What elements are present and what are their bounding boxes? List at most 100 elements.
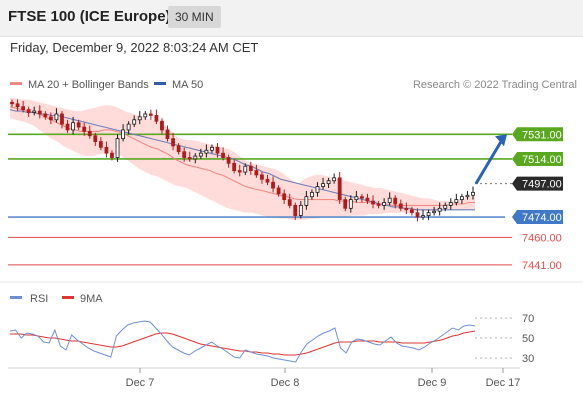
rsi-panel: 70 50 30	[9, 313, 534, 365]
candle-body	[32, 110, 37, 113]
candle-body	[326, 180, 331, 185]
level-label-7441.00: 7441.00	[522, 260, 562, 272]
rsi-line	[9, 320, 476, 363]
candle-body	[293, 205, 298, 216]
rsi-tick-label-70: 70	[522, 313, 534, 325]
candle-body	[443, 205, 448, 209]
candle-body	[115, 138, 120, 158]
candle-body	[132, 119, 137, 125]
level-labels: 7531.00 7514.00 7497.00 7474.00 7460.00 7441.…	[474, 127, 563, 272]
candle-body	[71, 122, 75, 131]
level-label-7474.00: 7474.00	[522, 212, 562, 224]
x-axis: Dec 7 Dec 8 Dec 9 Dec 17	[126, 368, 521, 389]
candle-body	[271, 181, 275, 189]
candle-body	[65, 123, 70, 131]
candle-body	[137, 116, 142, 121]
candle-body	[26, 109, 31, 113]
candle-body	[15, 103, 20, 108]
candle-body	[354, 196, 359, 201]
candle-body	[276, 187, 281, 195]
candle-body	[410, 209, 414, 214]
candle-body	[415, 212, 420, 218]
legend-swatch-rsi	[10, 296, 22, 299]
candle-body	[337, 177, 342, 201]
x-tick-label: Dec 7	[126, 377, 155, 389]
level-tag-7531.00	[512, 127, 563, 142]
level-tag-7474.00	[512, 210, 563, 225]
candle-body	[437, 207, 442, 212]
instrument-title: FTSE 100 (ICE Europe)	[8, 8, 171, 25]
candle-body	[404, 207, 409, 211]
candle-body	[98, 141, 103, 148]
rsi-ma-line	[10, 330, 476, 356]
candle-body	[82, 126, 87, 132]
candle-body	[110, 152, 114, 158]
level-tag-7514.00	[512, 151, 563, 166]
candle-body	[226, 157, 231, 164]
level-label-7497.00: 7497.00	[522, 179, 562, 191]
candle-body	[376, 203, 381, 206]
ma50-line	[9, 109, 475, 211]
x-tick-label: Dec 9	[418, 377, 447, 389]
candle-body	[421, 215, 425, 218]
candle-body	[304, 196, 309, 206]
level-label-7531.00: 7531.00	[522, 129, 562, 141]
candle-body	[459, 196, 464, 201]
ma20-line	[9, 106, 475, 206]
level-label-7514.00: 7514.00	[522, 154, 562, 166]
candle-body	[243, 165, 248, 173]
candle-body	[432, 210, 437, 214]
legend-swatch-9ma	[62, 296, 74, 299]
candle-body	[298, 205, 303, 216]
moving-averages	[9, 106, 475, 211]
candle-body	[126, 123, 131, 131]
candle-body	[282, 193, 287, 201]
legend-swatch-ma20	[10, 82, 22, 85]
legend-label-rsi: RSI	[30, 293, 48, 305]
candle-body	[193, 155, 198, 160]
candle-body	[198, 152, 203, 157]
level-tag-7497.00	[512, 176, 563, 191]
legend-swatch-ma50	[154, 82, 166, 85]
legend-label-ma20: MA 20 + Bollinger Bands	[28, 79, 149, 91]
candle-body	[48, 116, 53, 121]
rsi-tick-label-30: 30	[522, 353, 534, 365]
candle-body	[87, 130, 92, 137]
candle-body	[171, 138, 175, 147]
candle-body	[237, 170, 242, 173]
candle-body	[471, 191, 475, 196]
candle-body	[121, 129, 125, 140]
candle-body	[143, 113, 148, 118]
candle-body	[160, 120, 164, 131]
candle-body	[43, 113, 48, 118]
candle-body	[54, 113, 59, 121]
candle-body	[315, 186, 320, 193]
candle-body	[360, 196, 364, 199]
candle-body	[93, 135, 98, 142]
candle-body	[37, 110, 42, 115]
candle-body	[215, 146, 220, 154]
legend-label-9ma: 9MA	[80, 293, 103, 305]
candle-body	[104, 146, 109, 154]
rsi-tick-label-50: 50	[522, 333, 534, 345]
candle-body	[10, 101, 14, 105]
timeframe-badge[interactable]: 30 MIN	[168, 6, 221, 28]
level-label-7460.00: 7460.00	[522, 232, 562, 244]
x-tick-label: Dec 17	[486, 377, 521, 389]
x-tick-label: Dec 8	[271, 377, 300, 389]
forecast-arrow-head	[495, 134, 507, 147]
candle-body	[465, 194, 470, 198]
candle-body	[371, 200, 375, 205]
chart-header: FTSE 100 (ICE Europe) 30 MIN	[0, 0, 583, 37]
candle-body	[393, 197, 398, 205]
candle-body	[287, 199, 292, 206]
candle-body	[176, 145, 181, 153]
candle-body	[182, 151, 187, 158]
legend-label-ma50: MA 50	[172, 79, 203, 91]
candle-body	[232, 162, 237, 171]
candlesticks	[10, 99, 475, 222]
candle-body	[321, 183, 325, 187]
candle-body	[60, 113, 64, 125]
candle-body	[210, 146, 214, 151]
